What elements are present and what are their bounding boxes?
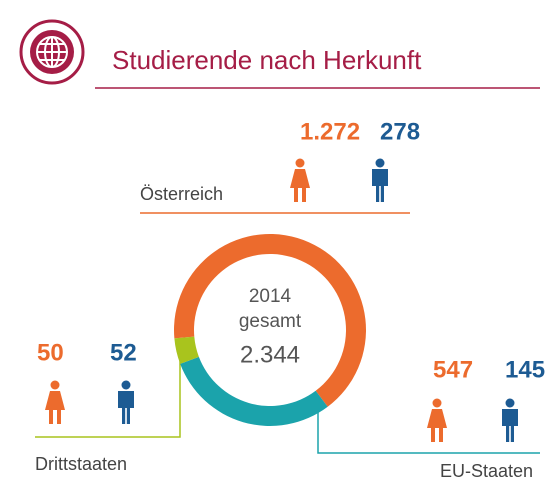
icon-head	[375, 158, 385, 168]
male-icon	[372, 158, 388, 202]
donut-segment	[180, 356, 328, 426]
value-label: 278	[380, 118, 420, 145]
icon-head	[505, 398, 515, 408]
center-text: gesamt	[239, 311, 302, 332]
title: Studierende nach Herkunft	[112, 45, 422, 75]
region-label: Österreich	[140, 184, 223, 204]
value-label: 145	[505, 356, 545, 383]
icon-body	[502, 409, 518, 442]
icon-body	[290, 169, 310, 202]
icon-head	[121, 380, 131, 390]
female-icon	[290, 158, 310, 202]
leader-lines	[35, 212, 540, 454]
female-icon	[45, 380, 65, 424]
value-label: 52	[110, 339, 137, 366]
icon-body	[372, 169, 388, 202]
female-icon	[427, 398, 447, 442]
center-year: 2014	[249, 286, 292, 307]
region-label: Drittstaaten	[35, 454, 127, 474]
value-label: 50	[37, 339, 64, 366]
icon-body	[118, 391, 134, 424]
value-label: 1.272	[300, 118, 360, 145]
icon-body	[427, 409, 447, 442]
icon-head	[432, 398, 442, 408]
center-total: 2.344	[240, 341, 300, 368]
icon-head	[50, 380, 60, 390]
icon-body	[45, 391, 65, 424]
region-label: EU-Staaten	[440, 461, 533, 481]
male-icon	[502, 398, 518, 442]
value-label: 547	[433, 356, 473, 383]
icon-head	[295, 158, 305, 168]
donut-segment	[174, 336, 199, 364]
globe-icon	[19, 19, 85, 85]
male-icon	[118, 380, 134, 424]
